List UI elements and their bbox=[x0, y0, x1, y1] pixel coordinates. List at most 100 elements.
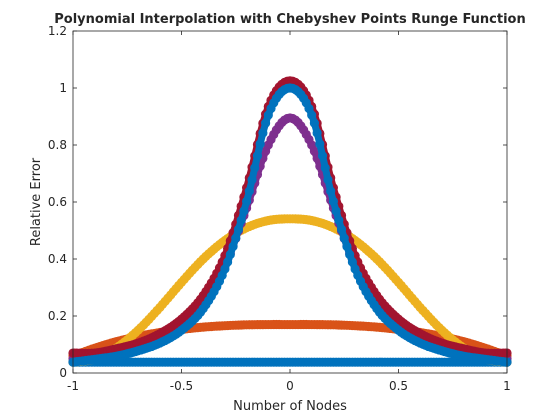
series-4-point bbox=[266, 134, 276, 145]
series-6-point bbox=[353, 270, 363, 280]
series-6-point bbox=[480, 354, 490, 364]
series-6-point bbox=[239, 206, 249, 216]
series-3-line bbox=[69, 215, 511, 366]
series-3-point bbox=[440, 328, 450, 338]
y-tick-label: 0 bbox=[59, 366, 67, 380]
series-6-point bbox=[190, 313, 200, 324]
series-3-point bbox=[149, 308, 159, 319]
series-6 bbox=[68, 83, 512, 367]
series-3-point bbox=[358, 242, 368, 252]
series-3-point bbox=[429, 317, 439, 327]
series-3-point bbox=[152, 305, 162, 316]
series-6-point bbox=[233, 224, 244, 234]
series-5-point bbox=[182, 309, 192, 319]
series-6-point bbox=[328, 196, 338, 207]
series-6-point bbox=[380, 313, 390, 324]
series-4-point bbox=[298, 125, 309, 135]
series-6-point bbox=[179, 323, 189, 333]
series-6-point bbox=[315, 139, 325, 149]
x-tick-label: 0.5 bbox=[389, 379, 408, 393]
series-3-point bbox=[136, 323, 146, 333]
x-tick-label: 1 bbox=[503, 379, 511, 393]
series-6-point bbox=[361, 287, 371, 297]
x-axis-label: Number of Nodes bbox=[233, 399, 347, 414]
series-3-point bbox=[133, 325, 143, 335]
series-3-point bbox=[402, 287, 412, 297]
y-axis-label: Relative Error bbox=[29, 157, 44, 246]
series-3-point bbox=[415, 302, 425, 313]
series-3-point bbox=[385, 268, 395, 278]
series-4-point bbox=[301, 129, 311, 140]
series-6-point bbox=[244, 186, 254, 196]
series-5-point bbox=[393, 314, 404, 324]
series-3-point bbox=[407, 293, 417, 303]
series-6-point bbox=[260, 118, 271, 128]
x-tick-label: 0 bbox=[286, 379, 294, 393]
y-tick-label: 0.8 bbox=[48, 138, 67, 152]
series-6-point bbox=[81, 355, 91, 366]
series-6-point bbox=[383, 316, 393, 326]
series-3-point bbox=[396, 280, 406, 291]
series-6-point bbox=[336, 224, 347, 234]
series-3-point bbox=[372, 254, 382, 264]
series-6-point bbox=[320, 163, 330, 173]
series-3-point bbox=[361, 244, 371, 254]
series-3-point bbox=[380, 262, 390, 272]
series-3-point bbox=[399, 283, 409, 294]
series-5-point bbox=[171, 318, 181, 329]
series-6-point bbox=[209, 287, 219, 297]
series-6-point bbox=[334, 215, 344, 225]
series-6-point bbox=[247, 175, 257, 185]
series-5-point bbox=[190, 301, 200, 311]
series-6-point bbox=[74, 356, 85, 366]
series-3-point bbox=[442, 330, 452, 340]
series-3-point bbox=[364, 246, 374, 257]
series-3-point bbox=[166, 290, 176, 300]
y-tick-label: 0.6 bbox=[48, 195, 67, 209]
series-3-point bbox=[391, 274, 401, 284]
series-3-point bbox=[155, 302, 165, 313]
series-6-point bbox=[252, 151, 263, 161]
series-4-point bbox=[290, 115, 301, 125]
series-3-point bbox=[163, 293, 173, 303]
series-3-point bbox=[410, 296, 420, 306]
series-6-point bbox=[84, 355, 94, 365]
x-tick-label: -0.5 bbox=[170, 379, 193, 393]
series-6-point bbox=[355, 276, 366, 286]
series-6-point bbox=[274, 89, 284, 100]
series-3-point bbox=[187, 265, 197, 275]
series-5-point bbox=[391, 312, 401, 322]
series-6-point bbox=[339, 233, 349, 243]
series-3-point bbox=[366, 249, 376, 259]
series-3-point bbox=[418, 305, 428, 316]
series-layer bbox=[68, 76, 512, 367]
series-3-point bbox=[421, 308, 431, 319]
series-6-point bbox=[317, 151, 328, 161]
series-3-point bbox=[383, 265, 393, 275]
y-tick-label: 1.2 bbox=[48, 24, 67, 38]
chart-title: Polynomial Interpolation with Chebyshev … bbox=[54, 12, 526, 27]
series-6-point bbox=[225, 249, 235, 260]
series-6-point bbox=[187, 316, 197, 326]
series-6-point bbox=[309, 118, 320, 128]
series-6-point bbox=[323, 175, 333, 185]
series-3-point bbox=[412, 299, 423, 310]
series-6-point bbox=[242, 196, 252, 207]
series-3-point bbox=[176, 277, 187, 287]
series-5-point bbox=[187, 304, 197, 314]
series-3-point bbox=[138, 320, 149, 330]
series-3-point bbox=[160, 296, 170, 306]
series-4-point bbox=[269, 129, 279, 140]
series-1 bbox=[68, 357, 512, 367]
series-6-point bbox=[489, 355, 499, 366]
series-6-point bbox=[250, 163, 260, 173]
series-3-point bbox=[193, 259, 203, 270]
series-3-point bbox=[128, 330, 138, 340]
series-3-point bbox=[168, 287, 178, 297]
series-6-point bbox=[358, 282, 368, 292]
series-6-point bbox=[331, 206, 341, 216]
y-tick-label: 0.4 bbox=[48, 252, 67, 266]
series-3-point bbox=[185, 268, 195, 278]
series-3-point bbox=[369, 251, 379, 262]
